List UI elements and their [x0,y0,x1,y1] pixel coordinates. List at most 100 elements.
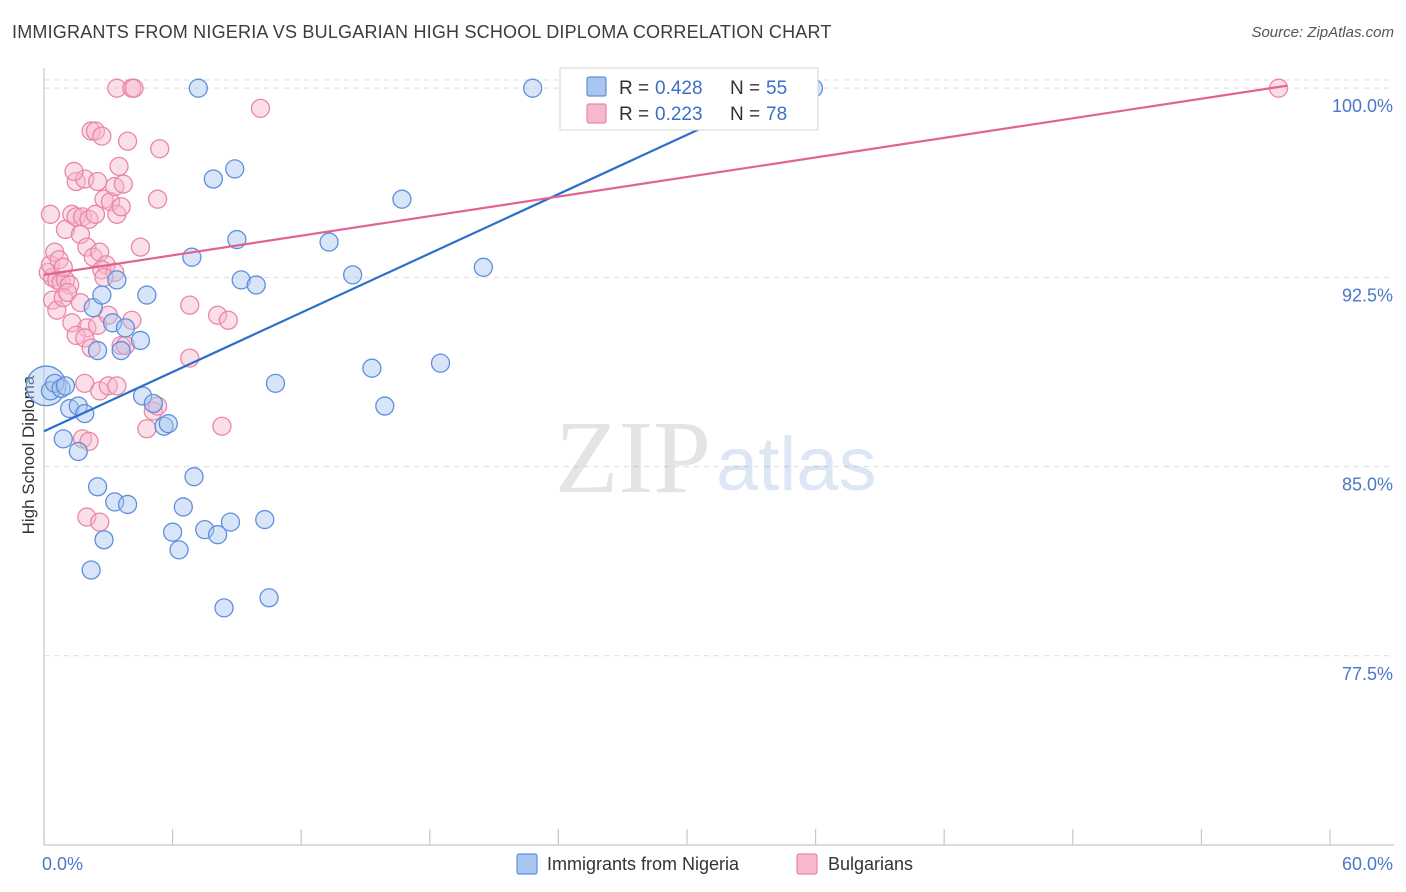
nigeria-point-8 [68,441,88,462]
legend-swatch-bulgarians [586,103,607,124]
nigeria-point-31 [214,598,234,618]
nigeria-point-33 [231,270,251,290]
legend-n-label-nigeria: N = [730,78,760,99]
bulgarians-point-35 [113,174,133,194]
y-tick-label-1: 85.0% [1342,475,1393,495]
legend-n-value-bulgarians: 78 [766,104,787,125]
legend-r-value-bulgarians: 0.223 [655,104,703,125]
nigeria-point-47 [362,358,382,378]
nigeria-point-14 [115,318,136,338]
nigeria-point-24 [173,497,193,517]
bulgarians-point-69 [207,305,228,325]
nigeria-point-40 [87,477,108,497]
y-tick-label-2: 92.5% [1342,285,1393,305]
bulgarians-point-48 [62,313,82,333]
nigeria-point-43 [94,530,114,550]
bottom-legend-label-nigeria: Immigrants from Nigeria [547,854,740,874]
nigeria-point-46 [342,265,363,285]
nigeria-point-7 [53,429,73,449]
watermark-atlas: atlas [716,422,877,507]
legend-n-label-bulgarians: N = [730,104,760,125]
nigeria-point-26 [188,78,208,98]
bulgarians-point-68 [180,295,200,315]
nigeria-point-15 [111,340,131,361]
bottom-legend-label-bulgarians: Bulgarians [828,854,913,874]
axes [43,68,1394,846]
nigeria-point-54 [55,376,76,396]
bulgarians-point-20 [85,204,106,224]
trend-line-nigeria [43,74,817,433]
bulgarians-point-38 [81,121,101,141]
bulgarians-point-54 [75,328,95,348]
bulgarians-point-9 [60,275,80,295]
nigeria-point-42 [117,494,138,515]
bulgarians-point-44 [130,237,151,257]
nigeria-point-38 [203,169,223,189]
nigeria-point-21 [158,414,178,434]
bulgarians-point-73 [90,512,110,532]
y-tick-label-0: 77.5% [1342,664,1393,684]
nigeria-point-19 [143,393,163,414]
bulgarians-point-41 [117,131,138,151]
bulgarians-point-21 [70,224,91,245]
bulgarians-point-42 [150,139,170,159]
nigeria-point-9 [87,340,108,361]
bulgarians-point-11 [47,300,67,320]
bulgarians-point-33 [111,197,131,217]
bottom-legend: Immigrants from Nigeria Bulgarians [516,853,913,875]
nigeria-point-44 [81,560,101,580]
nigeria-point-23 [169,540,189,560]
series-bulgarians-points [38,78,1289,532]
nigeria-point-12 [107,270,127,290]
bulgarians-point-40 [92,126,112,146]
nigeria-point-51 [473,257,494,277]
nigeria-point-37 [265,373,286,393]
legend-r-label-nigeria: R = [619,78,649,99]
legend-swatch-nigeria [586,76,607,97]
nigeria-point-25 [184,467,204,487]
bulgarians-point-36 [64,161,84,182]
x-tick-label-max: 60.0% [1342,854,1393,874]
grid-lines [44,79,1390,657]
nigeria-point-36 [259,588,279,608]
chart-title: IMMIGRANTS FROM NIGERIA VS BULGARIAN HIG… [12,22,832,42]
bulgarians-point-14 [40,204,61,224]
nigeria-point-49 [392,189,412,209]
bulgarians-point-74 [107,78,127,98]
bulgarians-point-13 [57,282,78,303]
nigeria-point-30 [220,512,241,532]
bulgarians-point-31 [100,192,121,212]
bulgarians-point-77 [250,98,271,119]
trend-line-bulgarians [43,84,1288,276]
nigeria-point-52 [523,78,543,98]
bulgarians-point-63 [137,419,157,439]
legend-r-label-bulgarians: R = [619,104,649,125]
legend-n-value-nigeria: 55 [766,78,787,99]
bulgarians-point-19 [79,209,99,230]
bulgarians-point-39 [85,121,106,141]
series-nigeria-points [25,78,824,618]
bulgarians-point-29 [87,171,108,192]
y-tick-label-3: 100.0% [1332,96,1393,116]
nigeria-point-50 [430,353,451,373]
bulgarians-point-58 [75,373,95,393]
nigeria-point-11 [92,285,112,305]
nigeria-point-45 [319,232,339,252]
nigeria-point-22 [162,522,183,542]
nigeria-point-16 [130,330,151,351]
bulgarians-point-76 [124,78,144,98]
y-tick-labels: 77.5% 85.0% 92.5% 100.0% [1332,96,1393,684]
chart-source: Source: ZipAtlas.com [1251,24,1394,41]
watermark-zip: ZIP [555,400,711,515]
nigeria-point-39 [225,159,245,179]
nigeria-point-17 [137,285,157,305]
legend: R = 0.428 N = 55 R = 0.223 N = 78 [559,67,819,131]
bulgarians-point-43 [147,189,168,209]
x-tick-label-min: 0.0% [42,854,83,874]
watermark: ZIP atlas [555,400,877,515]
bulgarians-point-52 [122,310,142,330]
bulgarians-point-70 [212,416,232,436]
nigeria-point-48 [375,396,395,416]
nigeria-point-35 [255,509,275,530]
